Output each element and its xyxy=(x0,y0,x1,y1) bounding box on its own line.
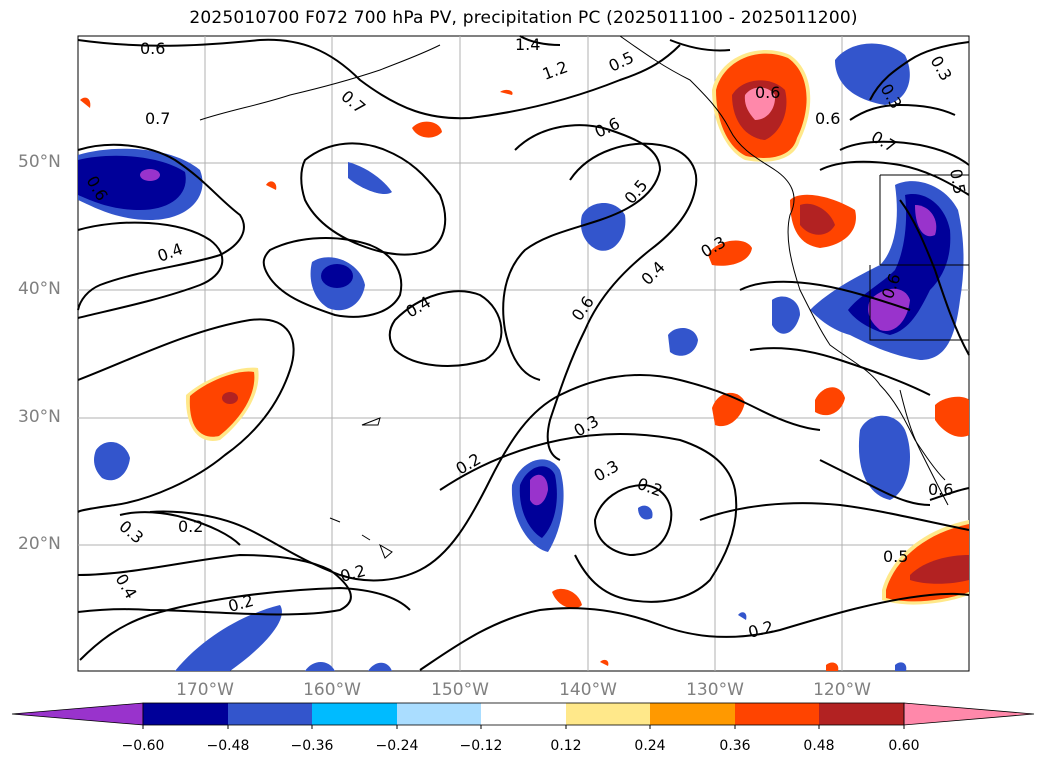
colorbar xyxy=(11,702,1035,729)
longitude-label: 140°W xyxy=(559,680,617,700)
contour-label: 0.6 xyxy=(928,480,953,499)
colorbar-segment xyxy=(143,703,228,725)
colorbar-segment xyxy=(312,703,397,725)
colorbar-tick-label: 0.24 xyxy=(634,738,666,754)
latitude-label: 20°N xyxy=(18,534,61,554)
pv-contours xyxy=(77,35,970,671)
colorbar-segment xyxy=(228,703,312,725)
colorbar-tick-label: −0.60 xyxy=(121,738,165,754)
colorbar-extend-low xyxy=(11,702,144,726)
longitude-label: 160°W xyxy=(303,680,361,700)
longitude-label: 150°W xyxy=(431,680,489,700)
longitude-label: 170°W xyxy=(176,680,234,700)
colorbar-tick-label: −0.48 xyxy=(206,738,250,754)
colorbar-tick-label: −0.24 xyxy=(375,738,419,754)
contour-label: 0.5 xyxy=(883,547,908,566)
latitude-label: 30°N xyxy=(18,407,61,427)
contour-label: 0.7 xyxy=(145,109,170,128)
colorbar-tick-label: 0.48 xyxy=(803,738,835,754)
coastlines xyxy=(199,35,969,559)
longitude-label: 120°W xyxy=(813,680,871,700)
colorbar-segment xyxy=(650,703,735,725)
precip-shading xyxy=(78,43,969,671)
longitude-label: 130°W xyxy=(686,680,744,700)
contour-label: 0.6 xyxy=(755,83,780,102)
contour-label: 0.5 xyxy=(946,167,969,195)
map-title: 2025010700 F072 700 hPa PV, precipitatio… xyxy=(189,8,858,28)
latitude-label: 50°N xyxy=(18,152,61,172)
colorbar-tick-label: 0.60 xyxy=(888,738,920,754)
colorbar-tick-label: 0.36 xyxy=(719,738,751,754)
colorbar-tick-label: −0.12 xyxy=(459,738,503,754)
colorbar-tick-label: 0.12 xyxy=(550,738,582,754)
contour-label: 1.4 xyxy=(515,35,540,54)
colorbar-extend-high xyxy=(903,702,1035,726)
contour-label: 0.6 xyxy=(815,109,840,128)
colorbar-tick-label: −0.36 xyxy=(290,738,334,754)
colorbar-segment xyxy=(566,703,650,725)
contour-label: 0.6 xyxy=(140,39,165,58)
colorbar-segment xyxy=(819,703,904,725)
latitude-label: 40°N xyxy=(18,279,61,299)
colorbar-segment xyxy=(735,703,819,725)
colorbar-segment xyxy=(397,703,481,725)
contour-label: 0.2 xyxy=(178,517,203,536)
colorbar-segment xyxy=(481,703,566,725)
map-frame xyxy=(77,35,970,672)
